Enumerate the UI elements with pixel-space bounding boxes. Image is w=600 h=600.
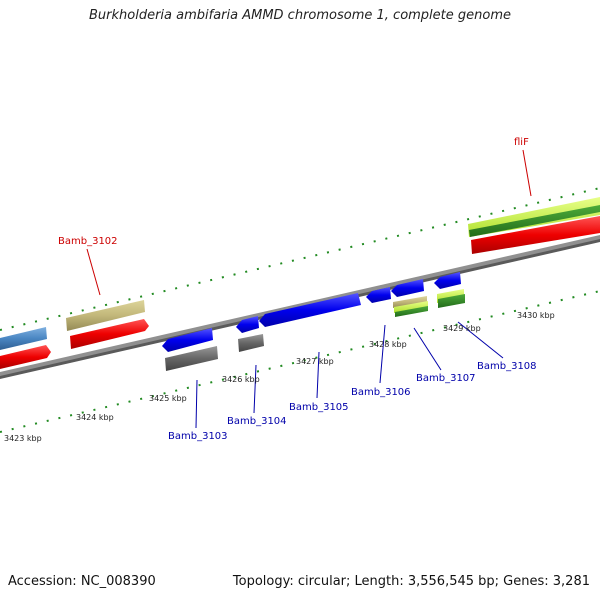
top-leaders [86,149,532,296]
feature-bamb-3107-blue[interactable] [391,279,424,297]
tick-label-3428: 3428 kbp [369,340,407,349]
feature-bamb-3104-blue[interactable] [236,316,259,333]
gene-label-flif[interactable]: fliF [514,137,529,148]
gene-label-bamb-3105[interactable]: Bamb_3105 [289,402,349,413]
tick-label-3423: 3423 kbp [4,434,42,443]
tick-label-3430: 3430 kbp [517,311,555,320]
gene-label-bamb-3102[interactable]: Bamb_3102 [58,236,118,247]
feature-flif-green[interactable] [469,205,600,237]
feature-flif-red[interactable] [471,216,600,254]
genome-summary: Topology: circular; Length: 3,556,545 bp… [232,574,590,589]
gene-label-bamb-3107[interactable]: Bamb_3107 [416,373,476,384]
feature-bamb-3105-blue[interactable] [259,293,361,327]
feature-bamb-3102-red[interactable] [70,319,149,349]
feature-bamb-3107-green[interactable] [395,306,428,317]
tick-label-3426: 3426 kbp [222,375,260,384]
bottom-leaders [195,321,504,429]
feature-bamb-3104-gray[interactable] [238,334,264,352]
gene-label-bamb-3104[interactable]: Bamb_3104 [227,416,287,427]
feature-bamb-3108-green[interactable] [438,294,465,308]
gene-label-bamb-3108[interactable]: Bamb_3108 [477,361,537,372]
feature-bamb-3107-lime[interactable] [394,301,428,313]
tick-label-3427: 3427 kbp [296,357,334,366]
feature-steel-left[interactable] [0,327,47,350]
accession-label: Accession: NC_008390 [8,574,156,589]
feature-bamb-3103-blue[interactable] [162,328,213,352]
feature-bamb-3103-gray[interactable] [165,346,218,371]
tick-label-3429: 3429 kbp [443,324,481,333]
tick-label-3425: 3425 kbp [149,394,187,403]
feature-bamb-3107-khaki[interactable] [393,296,427,308]
feature-bamb-3108-blue[interactable] [434,272,461,289]
gene-label-bamb-3106[interactable]: Bamb_3106 [351,387,411,398]
tick-label-3424: 3424 kbp [76,413,114,422]
feature-bamb-3106-blue[interactable] [366,287,391,303]
gene-label-bamb-3103[interactable]: Bamb_3103 [168,431,228,442]
feature-red-left[interactable] [0,345,51,369]
feature-bamb-3102-khaki[interactable] [66,300,145,331]
map-title: Burkholderia ambifaria AMMD chromosome 1… [88,8,512,23]
